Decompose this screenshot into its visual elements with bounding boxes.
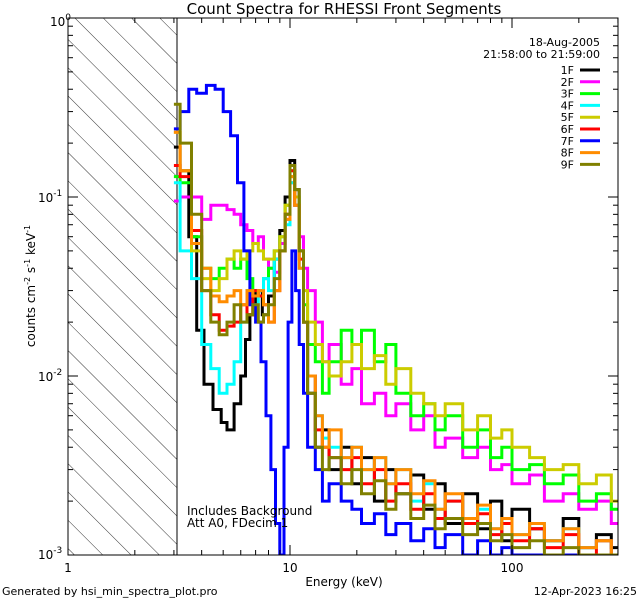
series-line-9F: [173, 102, 618, 555]
series-line-2F: [173, 181, 618, 537]
plot-date: 18-Aug-2005: [529, 36, 600, 49]
annotation-background: Includes Background: [187, 504, 312, 518]
tick-layer: [67, 17, 619, 556]
legend-label-6F: 6F: [561, 123, 574, 136]
y-axis-label: counts cm-2 s-1 keV-1: [23, 225, 38, 347]
legend-label-8F: 8F: [561, 147, 574, 160]
plot-time-range: 21:58:00 to 21:59:00: [483, 48, 600, 61]
legend-label-3F: 3F: [561, 88, 574, 101]
plot-frame: [67, 17, 619, 556]
legend-label-2F: 2F: [561, 76, 574, 89]
x-tick-label-100: 100: [501, 561, 524, 575]
x-tick-label-10: 10: [282, 561, 297, 575]
y-tick-label-1e-1: 10-1: [38, 189, 62, 205]
series-line-3F: [173, 169, 618, 525]
x-tick-label-1: 1: [64, 561, 72, 575]
series-layer: [173, 83, 618, 555]
y-tick-label-1e0: 100: [50, 13, 71, 29]
legend-label-5F: 5F: [561, 111, 574, 124]
series-line-5F: [173, 130, 618, 511]
y-tick-label-1e-2: 10-2: [38, 368, 62, 384]
annotation-attenuator: Att A0, FDecim 1: [187, 516, 288, 530]
legend-label-1F: 1F: [561, 64, 574, 77]
legend-label-9F: 9F: [561, 158, 574, 171]
legend-label-7F: 7F: [561, 135, 574, 148]
x-axis-label: Energy (keV): [305, 575, 382, 589]
footer-timestamp: 12-Apr-2023 16:25: [534, 585, 637, 598]
chart-title: Count Spectra for RHESSI Front Segments: [187, 0, 502, 18]
footer-generated-by: Generated by hsi_min_spectra_plot.pro: [2, 585, 218, 598]
y-tick-label-1e-3: 10-3: [38, 546, 62, 562]
legend-label-4F: 4F: [561, 99, 574, 112]
hatched-region: [68, 18, 177, 555]
